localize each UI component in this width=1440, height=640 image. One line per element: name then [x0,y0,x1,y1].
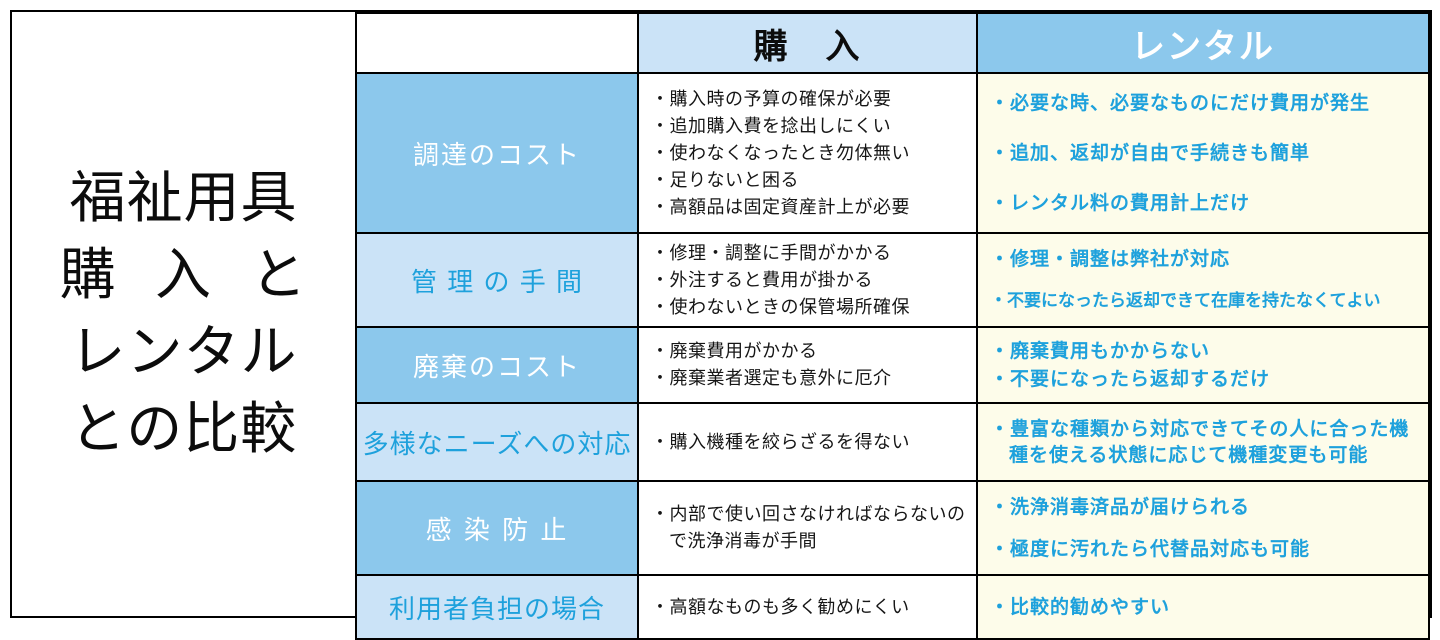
row-label-management-effort: 管 理 の 手 間 [355,232,639,328]
purchase-cell: ・廃棄費用がかかる ・廃棄業者選定も意外に厄介 [637,326,978,404]
table-row: 多様なニーズへの対応 ・購入機種を絞らざるを得ない ・豊富な種類から対応できてそ… [355,402,1430,482]
row-label-procurement-cost: 調達のコスト [355,72,639,234]
rental-item: ・不要になったら返却するだけ [990,368,1271,390]
sheet-title: 福祉用具 購 入 と レンタル との比較 [12,12,355,616]
rental-item: ・追加、返却が自由で手続きも簡単 [990,142,1311,164]
header-purchase: 購 入 [637,12,978,74]
rental-cell: ・豊富な種類から対応できてその人に合った機種を使える状態に応じて機種変更も可能 [976,402,1430,482]
row-label-diverse-needs: 多様なニーズへの対応 [355,402,639,482]
table-row: 感 染 防 止 ・内部で使い回さなければならないので洗浄消毒が手間 ・洗浄消毒済… [355,480,1430,576]
purchase-cell: ・高額なものも多く勧めにくい [637,574,978,640]
purchase-item: ・内部で使い回さなければならないので洗浄消毒が手間 [651,504,966,552]
title-line: 福祉用具 [69,166,298,231]
header-rental: レンタル [976,12,1430,74]
purchase-item: ・外注すると費用が掛かる [651,269,873,291]
table-row: 調達のコスト ・購入時の予算の確保が必要 ・追加購入費を捻出しにくい ・使わなく… [355,72,1430,234]
table-row: 廃棄のコスト ・廃棄費用がかかる ・廃棄業者選定も意外に厄介 ・廃棄費用もかから… [355,326,1430,404]
rental-item: ・廃棄費用もかからない [990,340,1211,362]
purchase-item: ・修理・調整に手間がかかる [651,242,892,264]
header-blank-cell [355,12,639,74]
purchase-item: ・購入機種を絞らざるを得ない [651,431,910,453]
rental-cell: ・廃棄費用もかからない ・不要になったら返却するだけ [976,326,1430,404]
row-label-infection-prevention: 感 染 防 止 [355,480,639,576]
comparison-sheet: 福祉用具 購 入 と レンタル との比較 購 入 レンタル 調達のコスト ・購入… [10,10,1432,640]
comparison-table: 購 入 レンタル 調達のコスト ・購入時の予算の確保が必要 ・追加購入費を捻出し… [355,12,1430,640]
table-row: 利用者負担の場合 ・高額なものも多く勧めにくい ・比較的勧めやすい [355,574,1430,640]
rental-item: ・極度に汚れたら代替品対応も可能 [990,538,1311,560]
title-line: 購 入 と [59,243,308,308]
purchase-cell: ・内部で使い回さなければならないので洗浄消毒が手間 [637,480,978,576]
row-label-user-burden: 利用者負担の場合 [355,574,639,640]
row-label-disposal-cost: 廃棄のコスト [355,326,639,404]
purchase-cell: ・購入時の予算の確保が必要 ・追加購入費を捻出しにくい ・使わなくなったとき勿体… [637,72,978,234]
purchase-item: ・使わなくなったとき勿体無い [651,142,910,164]
purchase-item: ・高額品は固定資産計上が必要 [651,196,910,218]
purchase-item: ・追加購入費を捻出しにくい [651,115,892,137]
rental-cell: ・必要な時、必要なものにだけ費用が発生 ・追加、返却が自由で手続きも簡単 ・レン… [976,72,1430,234]
purchase-item: ・廃棄費用がかかる [651,341,818,362]
table-row: 管 理 の 手 間 ・修理・調整に手間がかかる ・外注すると費用が掛かる ・使わ… [355,232,1430,328]
title-line: との比較 [69,397,298,462]
header-row: 購 入 レンタル [355,12,1430,74]
rental-item: ・不要になったら返却できて在庫を持たなくてよい [990,291,1381,311]
purchase-cell: ・修理・調整に手間がかかる ・外注すると費用が掛かる ・使わないときの保管場所確… [637,232,978,328]
purchase-item: ・足りないと困る [651,169,799,191]
purchase-cell: ・購入機種を絞らざるを得ない [637,402,978,482]
rental-item: ・修理・調整は弊社が対応 [990,248,1231,270]
rental-item: ・洗浄消毒済品が届けられる [990,496,1251,518]
rental-cell: ・比較的勧めやすい [976,574,1430,640]
purchase-item: ・購入時の予算の確保が必要 [651,88,892,110]
rental-item: ・必要な時、必要なものにだけ費用が発生 [990,92,1371,114]
purchase-item: ・使わないときの保管場所確保 [651,296,910,318]
rental-cell: ・修理・調整は弊社が対応 ・不要になったら返却できて在庫を持たなくてよい [976,232,1430,328]
rental-item: ・豊富な種類から対応できてその人に合った機種を使える状態に応じて機種変更も可能 [990,418,1410,466]
rental-cell: ・洗浄消毒済品が届けられる ・極度に汚れたら代替品対応も可能 [976,480,1430,576]
rental-item: ・比較的勧めやすい [990,596,1171,618]
rental-item: ・レンタル料の費用計上だけ [990,192,1251,214]
title-line: レンタル [69,320,298,385]
purchase-item: ・高額なものも多く勧めにくい [651,596,910,618]
purchase-item: ・廃棄業者選定も意外に厄介 [651,368,892,389]
